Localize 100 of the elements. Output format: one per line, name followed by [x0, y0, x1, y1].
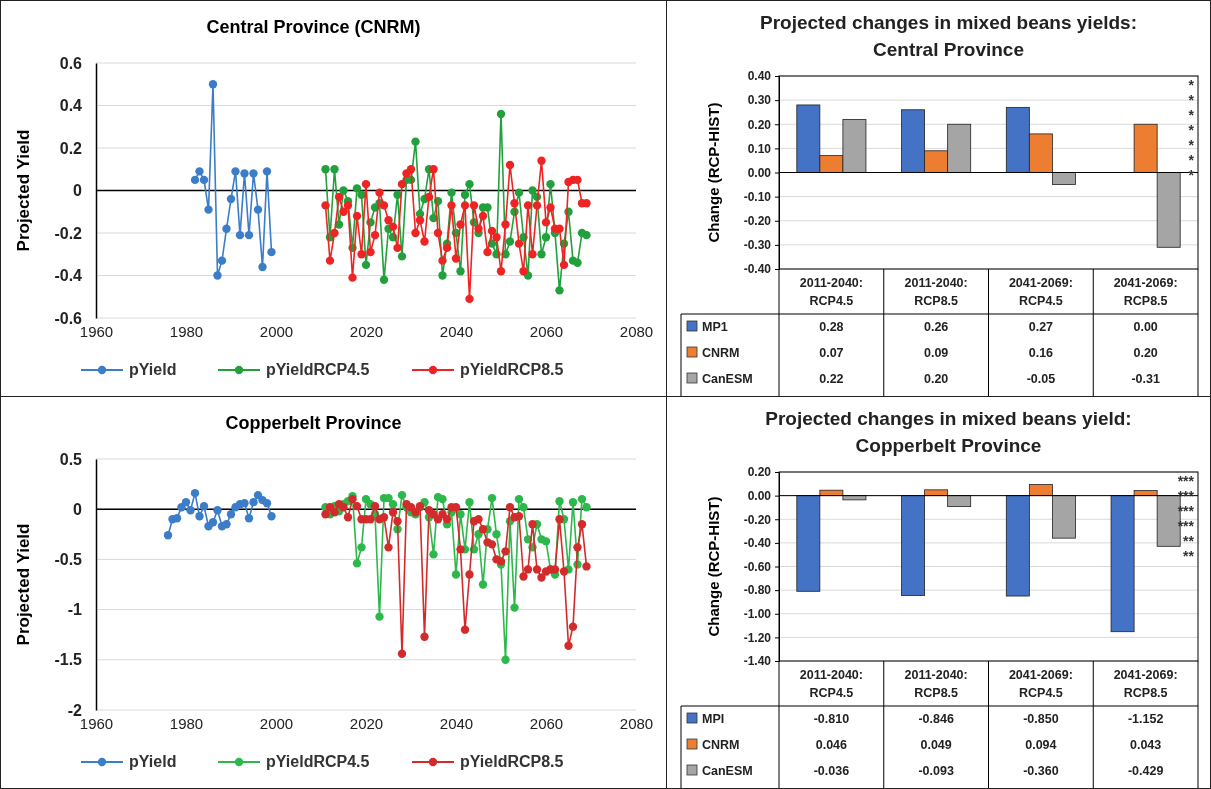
data-label: 0.28: [819, 320, 844, 334]
y-tick-label: 0: [73, 182, 83, 200]
x-tick-label: 2060: [529, 714, 564, 732]
data-label: 0.20: [923, 372, 949, 386]
y-tick-label: -0.20: [743, 512, 772, 527]
data-label: 0.094: [1025, 738, 1057, 752]
data-label: -0.093: [918, 764, 954, 778]
data-label: 0.07: [819, 346, 844, 360]
y-tick-label: 0.5: [59, 450, 83, 468]
y-tick-label: 0.4: [59, 97, 83, 115]
y-tick-label: 0.10: [747, 141, 772, 156]
x-tick-label: 2041-2069: RCP4.5: [1008, 276, 1073, 308]
x-tick-label: 2011-2040: RCP4.5: [799, 668, 864, 700]
legend-label: CNRM: [702, 738, 740, 752]
y-tick-label: -0.6: [54, 309, 83, 327]
data-label: 0.049: [920, 738, 952, 752]
y-tick-label: -0.5: [54, 551, 83, 569]
y-axis-title: Change (RCP-HIST): [705, 102, 722, 243]
x-tick-label: 2041-2069: RCP8.5: [1113, 276, 1178, 308]
y-tick-label: 0.20: [747, 465, 772, 480]
legend-label: pYieldRCP8.5: [460, 753, 564, 770]
legend-label: pYield: [129, 361, 177, 378]
legend-label: pYieldRCP4.5: [266, 361, 370, 378]
data-label: 0.20: [1133, 346, 1158, 360]
x-tick-label: 2011-2040: RCP8.5: [904, 276, 968, 308]
data-label: -1.152: [1127, 712, 1164, 726]
x-tick-label: 2020: [349, 322, 384, 340]
x-tick-label: 2011-2040: RCP4.5: [799, 276, 864, 308]
data-label: -0.810: [813, 712, 850, 726]
data-label: -0.846: [918, 712, 954, 726]
y-axis-title: Change (RCP-HIST): [705, 496, 722, 637]
y-tick-label: -0.10: [743, 189, 772, 204]
legend-label: MPI: [702, 712, 725, 726]
x-tick-label: 2080: [619, 322, 654, 340]
x-tick-label: 2020: [349, 714, 384, 732]
data-label: -0.429: [1127, 764, 1164, 778]
data-label: -0.850: [1023, 712, 1059, 726]
chart-title: Central Province (CNRM): [206, 17, 421, 37]
annotation: *: [1188, 77, 1195, 93]
data-label: 0.16: [1028, 346, 1054, 360]
y-tick-label: -2: [67, 701, 83, 719]
y-tick-label: 0.00: [747, 488, 772, 503]
legend-label: MP1: [702, 320, 728, 334]
legend-label: CanESM: [702, 764, 753, 778]
annotation: *: [1188, 107, 1195, 123]
x-tick-label: 1980: [169, 714, 204, 732]
x-tick-label: 2000: [259, 322, 294, 340]
x-tick-label: 2060: [529, 322, 564, 340]
x-tick-label: 2041-2069: RCP4.5: [1008, 668, 1073, 700]
y-tick-label: 0.30: [747, 93, 772, 108]
y-tick-label: -0.60: [743, 559, 772, 574]
y-tick-label: -0.4: [54, 267, 83, 285]
data-label: 0.09: [923, 346, 949, 360]
y-axis-title: Projected Yield: [14, 129, 33, 252]
chart-title: Projected changes in mixed beans yields: Central Province: [760, 12, 1137, 60]
x-tick-label: 1980: [169, 322, 204, 340]
y-tick-label: 0.20: [747, 117, 772, 132]
annotation: *: [1188, 92, 1195, 108]
y-tick-label: 0.00: [747, 165, 772, 180]
annotation: **: [1183, 548, 1195, 564]
data-label: 0.046: [815, 738, 848, 752]
y-tick-label: -0.40: [743, 262, 772, 277]
annotation: *: [1188, 137, 1195, 153]
y-tick-label: 0.6: [59, 54, 83, 72]
x-tick-label: 2040: [439, 714, 474, 732]
legend-label: pYieldRCP8.5: [460, 361, 564, 378]
chart-title: Projected changes in mixed beans yield: Copperbelt Province: [765, 408, 1132, 456]
legend-label: pYieldRCP4.5: [266, 753, 370, 770]
legend-label: CanESM: [702, 372, 753, 386]
data-label: -0.360: [1023, 764, 1059, 778]
legend-label: pYield: [129, 753, 177, 770]
data-label: 0.00: [1133, 320, 1158, 334]
y-tick-label: -1.20: [743, 630, 772, 645]
data-label: -0.31: [1131, 372, 1160, 386]
data-label: -0.036: [813, 764, 850, 778]
x-tick-label: 2080: [619, 714, 654, 732]
annotation: **: [1183, 533, 1195, 549]
x-tick-label: 2040: [439, 322, 474, 340]
x-tick-label: 2000: [259, 714, 294, 732]
y-tick-label: -0.80: [743, 583, 772, 598]
y-tick-label: -1.40: [743, 654, 772, 669]
data-label: 0.22: [819, 372, 844, 386]
y-tick-label: -0.20: [743, 214, 772, 229]
y-tick-label: 0.2: [59, 139, 83, 157]
y-tick-label: -0.30: [743, 238, 772, 253]
chart-title: Copperbelt Province: [225, 413, 402, 433]
y-tick-label: -1: [67, 601, 83, 619]
y-tick-label: -1.00: [743, 607, 772, 622]
annotation: *: [1188, 122, 1195, 138]
y-tick-label: -1.5: [54, 651, 83, 669]
y-tick-label: 0.40: [747, 69, 772, 84]
data-label: 0.043: [1129, 738, 1162, 752]
data-label: 0.26: [923, 320, 949, 334]
data-label: -0.05: [1026, 372, 1056, 386]
data-label: 0.27: [1028, 320, 1054, 334]
annotation: ***: [1177, 473, 1195, 489]
legend-label: CNRM: [702, 346, 740, 360]
y-tick-label: -0.40: [743, 536, 772, 551]
x-tick-label: 2011-2040: RCP8.5: [904, 668, 968, 700]
annotation: *: [1188, 152, 1195, 168]
